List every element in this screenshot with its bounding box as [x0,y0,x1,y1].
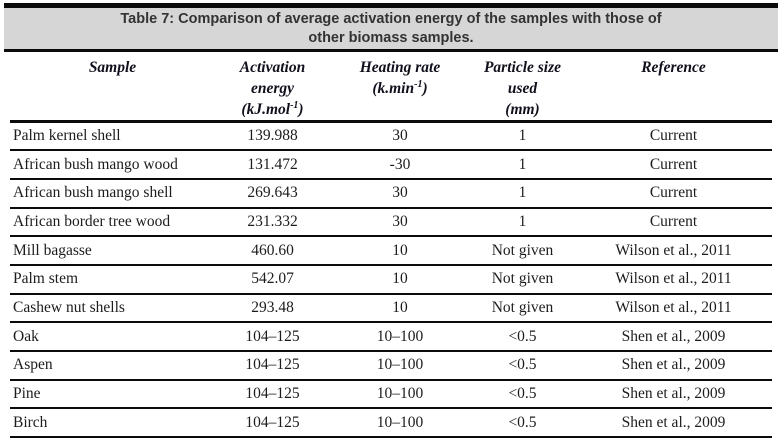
superscript-minus-one: -1 [290,99,299,111]
table-row: Pine 104–125 10–100 <0.5 Shen et al., 20… [10,379,772,410]
table-caption-band: Table 7: Comparison of average activatio… [4,8,778,49]
particle-size-cell: 1 [470,178,575,209]
reference-cell: Current [575,178,772,209]
reference-cell: Shen et al., 2009 [575,379,772,410]
heating-rate-cell: 10–100 [330,379,470,410]
col-header-heating-rate: Heating rate (k.min-1) [330,52,470,123]
sample-cell: Aspen [10,351,215,381]
table-row: Cashew nut shells 293.48 10 Not given Wi… [10,293,772,324]
table-caption-line-2: other biomass samples. [308,29,474,46]
particle-size-cell: <0.5 [470,408,575,439]
heating-rate-cell: -30 [330,150,470,180]
particle-size-cell: 1 [470,121,575,152]
heating-rate-cell: 10–100 [330,322,470,352]
sample-cell: African bush mango wood [10,150,215,180]
reference-cell: Current [575,150,772,180]
reference-cell: Shen et al., 2009 [575,351,772,381]
caption-underline-rule [4,49,778,52]
col-header-reference: Reference [575,52,772,123]
table-row: Mill bagasse 460.60 10 Not given Wilson … [10,236,772,266]
col-header-activation-energy: Activation energy (kJ.mol-1) [215,52,330,123]
activation-energy-cell: 542.07 [215,264,330,295]
table-row: Aspen 104–125 10–100 <0.5 Shen et al., 2… [10,351,772,381]
activation-energy-cell: 231.332 [215,207,330,238]
table-row: Birch 104–125 10–100 <0.5 Shen et al., 2… [10,408,772,439]
sample-cell: Mill bagasse [10,236,215,266]
reference-cell: Wilson et al., 2011 [575,236,772,266]
table-row: Palm stem 542.07 10 Not given Wilson et … [10,264,772,295]
activation-energy-cell: 293.48 [215,293,330,324]
table-row: Oak 104–125 10–100 <0.5 Shen et al., 200… [10,322,772,352]
sample-cell: Palm kernel shell [10,121,215,152]
heating-rate-cell: 10 [330,293,470,324]
particle-size-cell: Not given [470,264,575,295]
particle-size-cell: <0.5 [470,322,575,352]
heating-rate-cell: 10 [330,236,470,266]
particle-size-cell: Not given [470,236,575,266]
table-row: African bush mango shell 269.643 30 1 Cu… [10,178,772,209]
reference-cell: Shen et al., 2009 [575,408,772,439]
reference-cell: Wilson et al., 2011 [575,293,772,324]
sample-cell: Pine [10,379,215,410]
sample-cell: Oak [10,322,215,352]
particle-size-cell: 1 [470,207,575,238]
col-header-particle-size: Particle size used (mm) [470,52,575,123]
particle-size-cell: <0.5 [470,379,575,410]
heating-rate-cell: 10–100 [330,351,470,381]
biomass-comparison-table: Sample Activation energy (kJ.mol-1) Heat… [10,52,772,439]
heating-rate-cell: 30 [330,207,470,238]
activation-energy-cell: 460.60 [215,236,330,266]
activation-energy-cell: 139.988 [215,121,330,152]
activation-energy-cell: 104–125 [215,322,330,352]
sample-cell: Palm stem [10,264,215,295]
sample-cell: Cashew nut shells [10,293,215,324]
sample-cell: African bush mango shell [10,178,215,209]
activation-energy-cell: 104–125 [215,351,330,381]
activation-energy-cell: 104–125 [215,379,330,410]
table-caption-line-1: Table 7: Comparison of average activatio… [120,10,662,27]
table-row: Palm kernel shell 139.988 30 1 Current [10,121,772,152]
header-row: Sample Activation energy (kJ.mol-1) Heat… [10,52,772,123]
reference-cell: Current [575,207,772,238]
reference-cell: Shen et al., 2009 [575,322,772,352]
particle-size-cell: Not given [470,293,575,324]
particle-size-cell: 1 [470,150,575,180]
heating-rate-cell: 10–100 [330,408,470,439]
reference-cell: Current [575,121,772,152]
top-rule [4,3,778,8]
heating-rate-cell: 30 [330,121,470,152]
particle-size-cell: <0.5 [470,351,575,381]
reference-cell: Wilson et al., 2011 [575,264,772,295]
col-header-sample: Sample [10,52,215,123]
activation-energy-cell: 131.472 [215,150,330,180]
sample-cell: African border tree wood [10,207,215,238]
sample-cell: Birch [10,408,215,439]
activation-energy-cell: 104–125 [215,408,330,439]
activation-energy-cell: 269.643 [215,178,330,209]
table-row: African bush mango wood 131.472 -30 1 Cu… [10,150,772,180]
heating-rate-cell: 10 [330,264,470,295]
heating-rate-cell: 30 [330,178,470,209]
table-row: African border tree wood 231.332 30 1 Cu… [10,207,772,238]
superscript-minus-one: -1 [414,78,423,90]
